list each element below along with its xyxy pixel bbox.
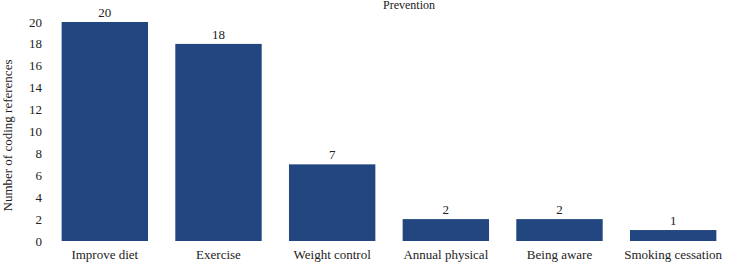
y-tick bbox=[45, 241, 48, 242]
data-label: 2 bbox=[443, 202, 450, 217]
data-label: 18 bbox=[212, 27, 225, 42]
data-label: 20 bbox=[98, 5, 111, 20]
y-tick bbox=[45, 131, 48, 132]
y-tick-label: 16 bbox=[29, 58, 43, 73]
y-tick-label: 6 bbox=[36, 168, 43, 183]
y-tick bbox=[45, 197, 48, 198]
x-tick-label: Annual physical bbox=[403, 247, 488, 262]
y-tick-label: 0 bbox=[36, 234, 43, 249]
x-tick-label: Smoking cessation bbox=[624, 247, 722, 262]
y-tick bbox=[45, 22, 48, 23]
y-tick-label: 2 bbox=[36, 212, 43, 227]
y-axis-label: Number of coding references bbox=[0, 60, 15, 212]
y-tick bbox=[45, 65, 48, 66]
y-tick bbox=[45, 87, 48, 88]
y-tick bbox=[45, 109, 48, 110]
bar bbox=[630, 230, 716, 241]
bars bbox=[62, 22, 717, 241]
title: Prevention bbox=[383, 0, 435, 12]
chart: Prevention Number of coding references 0 2 4… bbox=[0, 0, 730, 265]
x-tick-label: Improve diet bbox=[71, 247, 138, 262]
x-tick-label: Being aware bbox=[527, 247, 593, 262]
y-tick-label: 8 bbox=[36, 146, 43, 161]
data-label: 2 bbox=[556, 202, 563, 217]
data-label: 7 bbox=[329, 147, 336, 162]
bar bbox=[516, 219, 602, 241]
bar bbox=[62, 22, 148, 241]
x-tick-label: Weight control bbox=[294, 247, 372, 262]
x-tick-label: Exercise bbox=[196, 247, 241, 262]
bar bbox=[175, 44, 261, 241]
data-label: 1 bbox=[670, 213, 677, 228]
y-tick-label: 14 bbox=[29, 80, 43, 95]
bar bbox=[289, 164, 375, 241]
y-tick-label: 4 bbox=[36, 190, 43, 205]
y-tick-label: 12 bbox=[29, 102, 42, 117]
y-tick bbox=[45, 153, 48, 154]
y-tick-label: 18 bbox=[29, 36, 42, 51]
y-tick bbox=[45, 43, 48, 44]
y-tick-label: 10 bbox=[29, 124, 42, 139]
bar bbox=[403, 219, 489, 241]
y-tick-label: 20 bbox=[29, 15, 42, 30]
y-tick bbox=[45, 175, 48, 176]
y-tick bbox=[45, 219, 48, 220]
